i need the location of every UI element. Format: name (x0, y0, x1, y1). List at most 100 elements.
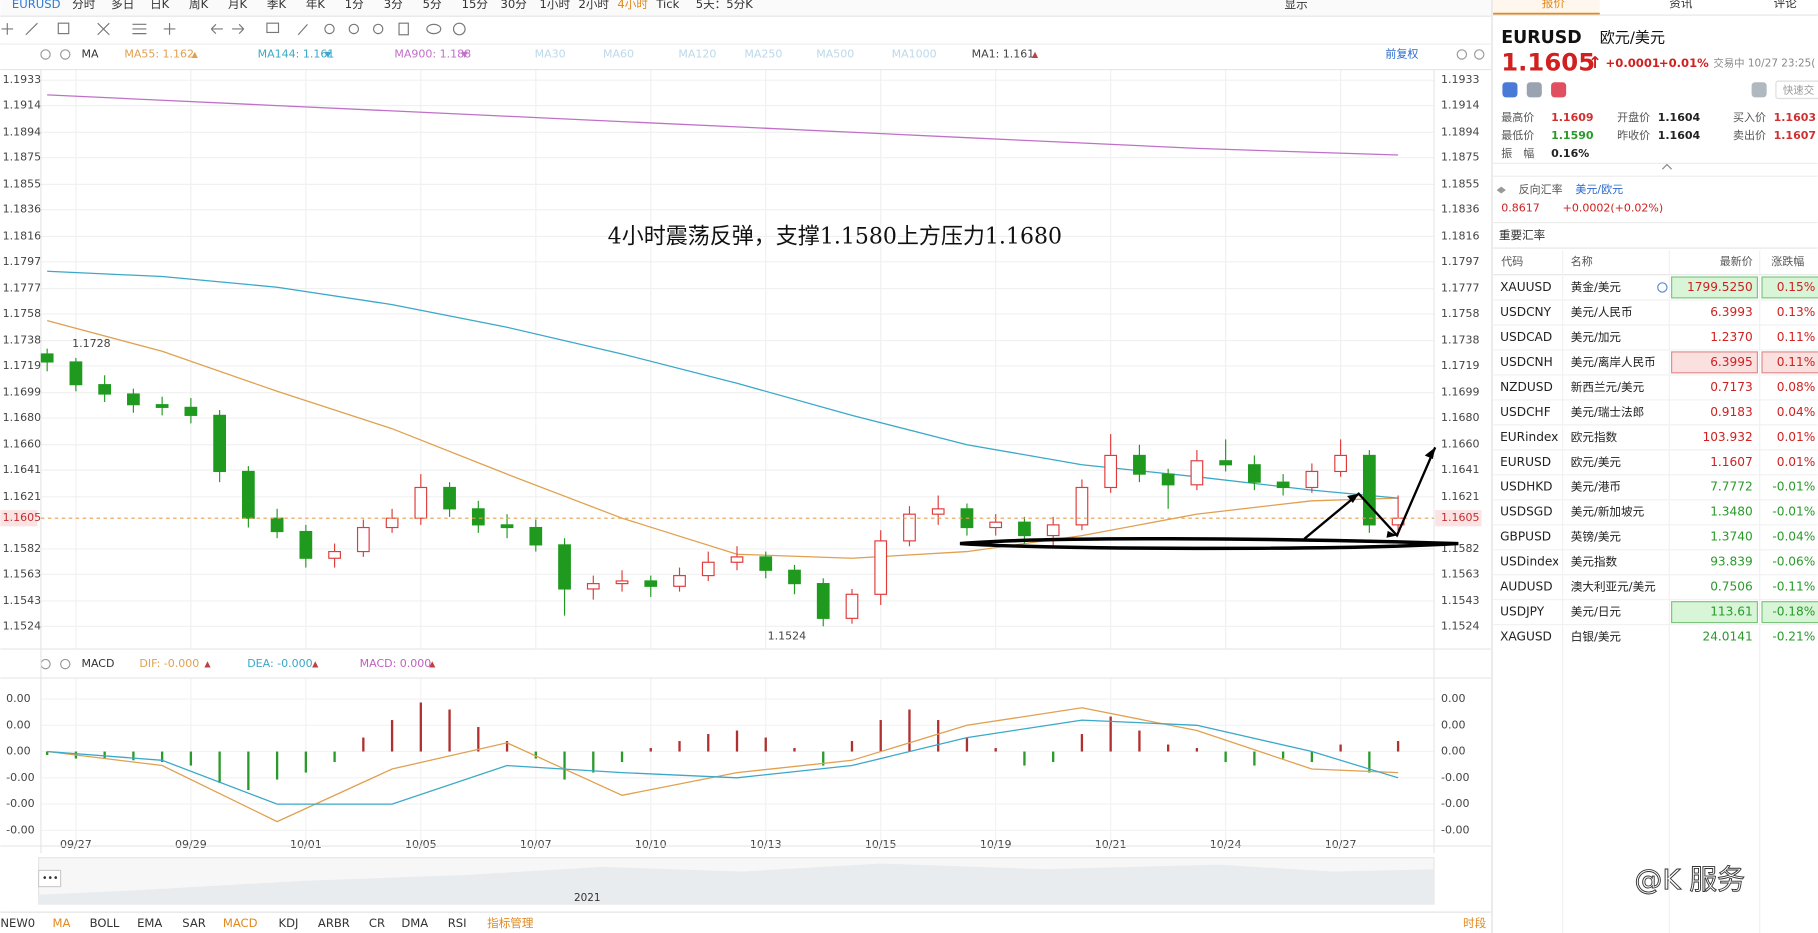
range-select[interactable]: 5天：5分K (696, 0, 753, 11)
row-code[interactable]: USDHKD (1500, 480, 1552, 494)
row-code[interactable]: USDCHF (1500, 405, 1551, 419)
panel-tab[interactable]: 评论 (1774, 0, 1798, 10)
period-tab[interactable]: 1分 (345, 0, 364, 11)
period-tab[interactable]: 分时 (72, 0, 96, 11)
legend-entry-inactive[interactable]: MA60 (603, 47, 634, 60)
table-header[interactable]: 最新价 (1720, 254, 1753, 268)
period-tab[interactable]: 日K (150, 0, 170, 11)
adjust-mode[interactable]: 前复权 (1385, 46, 1418, 60)
period-tab[interactable]: 月K (228, 0, 248, 11)
row-name[interactable]: 黄金/美元 (1571, 280, 1622, 294)
indicator-tab[interactable]: SAR (182, 916, 206, 930)
indicator-tab[interactable]: CR (369, 916, 385, 930)
indicator-tab[interactable]: NEW0 (0, 916, 35, 930)
legend-entry-inactive[interactable]: MA250 (744, 47, 782, 60)
session-tab[interactable]: 时段 (1463, 916, 1487, 930)
legend-entry-inactive[interactable]: MA1000 (892, 47, 937, 60)
view-tool[interactable] (426, 23, 442, 35)
settings-icon[interactable] (40, 49, 51, 60)
panel-tab[interactable]: 报价 (1542, 0, 1566, 10)
row-name[interactable]: 美元/离岸人民币 (1571, 355, 1656, 369)
period-tab[interactable]: 5分 (423, 0, 442, 11)
row-code[interactable]: USDindex (1500, 555, 1559, 569)
pen-tool[interactable] (297, 23, 308, 36)
period-tab[interactable]: 15分 (462, 0, 489, 11)
row-name[interactable]: 美元/港币 (1571, 480, 1621, 494)
indicator-tab[interactable]: RSI (448, 916, 467, 930)
row-code[interactable]: AUDUSD (1500, 580, 1553, 594)
row-name[interactable]: 新西兰元/美元 (1571, 380, 1645, 394)
close-icon[interactable] (60, 658, 71, 670)
delete-tool[interactable] (398, 22, 409, 36)
table-header[interactable]: 代码 (1501, 255, 1523, 268)
period-tab[interactable]: 4小时 (617, 0, 648, 11)
indicator-tab[interactable]: EMA (137, 916, 162, 930)
indicator-tab[interactable]: MA (52, 916, 70, 930)
note-tool[interactable] (266, 22, 280, 34)
channel-tool[interactable] (132, 23, 147, 35)
legend-entry-inactive[interactable]: MA120 (678, 47, 716, 60)
row-code[interactable]: USDCNH (1500, 355, 1553, 369)
navigator-handle[interactable] (38, 869, 62, 888)
display-menu[interactable]: 显示 (1285, 0, 1308, 11)
row-code[interactable]: NZDUSD (1500, 380, 1553, 394)
row-code[interactable]: EURUSD (1500, 455, 1551, 469)
legend-entry-inactive[interactable]: MA30 (535, 47, 566, 60)
row-code[interactable]: USDCAD (1500, 330, 1552, 344)
row-name[interactable]: 美元/瑞士法郎 (1571, 405, 1644, 419)
row-name[interactable]: 欧元指数 (1571, 430, 1618, 444)
collapse-icon[interactable] (1661, 163, 1673, 170)
legend-entry[interactable]: MA1: 1.161 (972, 47, 1035, 60)
fib-tool[interactable] (97, 22, 110, 36)
row-code[interactable]: USDSGD (1500, 505, 1552, 519)
legend-entry-inactive[interactable]: MA500 (816, 47, 854, 60)
indicator-tab[interactable]: 指标管理 (487, 916, 534, 930)
indicator-tab[interactable]: MACD (223, 916, 258, 930)
measure-tool[interactable] (163, 23, 176, 35)
info-icon[interactable] (1526, 82, 1542, 98)
indicator-tab[interactable]: DMA (401, 916, 428, 930)
row-code[interactable]: USDJPY (1500, 605, 1545, 619)
row-name[interactable]: 澳大利亚元/美元 (1571, 580, 1656, 594)
period-tab[interactable]: 1小时 (540, 0, 571, 11)
row-name[interactable]: 美元/加元 (1571, 330, 1622, 344)
plus-icon[interactable] (1474, 49, 1485, 60)
alert-icon[interactable] (1751, 82, 1767, 98)
watch-icon[interactable] (1657, 282, 1668, 293)
fav-icon[interactable] (1551, 82, 1567, 98)
row-code[interactable]: EURindex (1500, 430, 1558, 444)
magnet-tool[interactable] (324, 23, 335, 35)
legend-entry[interactable]: MA900: 1.188 (394, 47, 471, 60)
inverse-pair[interactable]: 美元/欧元 (1575, 183, 1623, 196)
table-header[interactable]: 名称 (1571, 254, 1593, 268)
minus-icon[interactable] (1456, 49, 1468, 60)
row-name[interactable]: 美元/日元 (1571, 605, 1622, 619)
period-tab[interactable]: 3分 (384, 0, 403, 11)
close-icon[interactable] (60, 49, 71, 60)
period-tab[interactable]: 季K (267, 0, 287, 11)
period-tab[interactable]: 年K (306, 0, 326, 11)
legend-entry[interactable]: MA55: 1.162 (124, 47, 194, 60)
trade-button[interactable] (1775, 80, 1818, 100)
arrow-tools[interactable] (210, 23, 245, 35)
line-tool[interactable] (25, 22, 38, 36)
period-tab[interactable]: Tick (655, 0, 679, 11)
symbol[interactable]: EURUSD (12, 0, 61, 11)
row-name[interactable]: 美元/人民币 (1571, 305, 1633, 319)
indicator-tab[interactable]: BOLL (90, 916, 120, 930)
panel-tab[interactable]: 资讯 (1669, 0, 1693, 10)
indicator-tab[interactable]: ARBR (318, 916, 350, 930)
legend-entry[interactable]: MACD: 0.000 (360, 657, 432, 670)
legend-entry[interactable]: DIF: -0.000 (139, 657, 199, 670)
globe-icon[interactable] (1502, 82, 1518, 98)
row-code[interactable]: XAGUSD (1500, 630, 1552, 644)
row-name[interactable]: 欧元/美元 (1571, 455, 1622, 469)
table-header[interactable]: 涨跌幅 (1771, 254, 1804, 268)
row-name[interactable]: 白银/美元 (1571, 630, 1622, 644)
row-code[interactable]: XAUUSD (1500, 280, 1552, 294)
legend-entry[interactable]: MA144: 1.161 (258, 47, 335, 60)
row-name[interactable]: 英镑/美元 (1571, 530, 1622, 544)
row-code[interactable]: USDCNY (1500, 305, 1552, 319)
period-tab[interactable]: 周K (189, 0, 209, 11)
navigator-dots[interactable]: ••• (42, 873, 58, 884)
